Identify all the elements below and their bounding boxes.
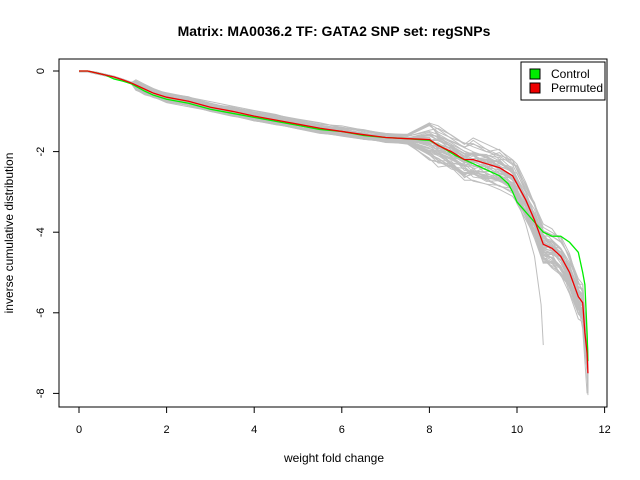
x-tick-label: 4 <box>251 424 257 436</box>
permutation-line <box>78 70 589 379</box>
x-axis-label: weight fold change <box>283 451 384 465</box>
y-tick-label: -4 <box>35 227 47 237</box>
y-tick-label: 0 <box>35 68 47 74</box>
permutation-line <box>78 70 589 392</box>
permutation-line <box>78 70 589 387</box>
permutation-line <box>79 70 589 372</box>
x-tick-label: 12 <box>598 424 610 436</box>
y-tick-label: -6 <box>35 308 47 318</box>
permutation-line <box>79 70 589 358</box>
permutation-line <box>78 71 589 389</box>
permutation-line <box>78 70 589 373</box>
permutation-line <box>78 71 589 387</box>
legend-label: Permuted <box>551 81 603 95</box>
permutation-line <box>78 70 589 377</box>
y-axis: 0 -2 -4 -6 -8 <box>35 68 60 399</box>
permutation-line <box>79 70 589 367</box>
permutation-line <box>78 70 589 371</box>
permutation-line <box>78 70 589 382</box>
permutation-line <box>79 70 589 353</box>
permutation-line <box>78 70 589 371</box>
plot-frame <box>58 58 608 408</box>
permutation-line <box>516 199 544 346</box>
permutation-line <box>79 70 589 367</box>
series-line-permuted <box>79 70 589 374</box>
permutation-line <box>79 70 589 372</box>
permutation-line <box>79 70 589 371</box>
legend-label: Control <box>551 67 590 81</box>
y-tick-label: -8 <box>35 389 47 399</box>
permutation-line <box>78 71 589 396</box>
permutation-line <box>79 70 589 371</box>
permutation-line <box>78 70 589 382</box>
y-tick-label: -2 <box>35 147 47 157</box>
permutation-line <box>79 70 589 358</box>
permutation-line <box>79 70 589 363</box>
x-tick-label: 10 <box>511 424 523 436</box>
permutation-line <box>78 70 589 371</box>
permutation-line <box>78 70 589 385</box>
y-axis-label: inverse cumulative distribution <box>2 153 16 314</box>
series-line-control <box>79 70 589 362</box>
permutation-line <box>78 70 589 379</box>
permutation-line <box>78 70 589 377</box>
permutation-line <box>79 70 589 368</box>
permutation-lines <box>78 70 589 396</box>
permutation-line <box>79 70 589 365</box>
permutation-line <box>78 70 589 383</box>
permutation-line <box>78 70 589 378</box>
x-tick-label: 8 <box>426 424 432 436</box>
chart-title: Matrix: MA0036.2 TF: GATA2 SNP set: regS… <box>178 23 491 39</box>
permutation-line <box>78 70 589 384</box>
permutation-line <box>78 70 589 384</box>
x-axis: 0 2 4 6 8 10 12 <box>76 406 611 436</box>
permutation-line <box>78 70 589 382</box>
permutation-line <box>78 71 589 388</box>
permutation-line <box>577 304 588 394</box>
permutation-line <box>78 70 589 369</box>
permutation-line <box>78 70 589 373</box>
permutation-line <box>78 71 589 393</box>
permutation-line <box>79 70 589 365</box>
permutation-line <box>79 70 589 372</box>
legend-box <box>520 61 606 101</box>
x-tick-label: 6 <box>339 424 345 436</box>
permutation-line <box>78 70 589 371</box>
legend-swatch <box>529 68 541 80</box>
permutation-line <box>79 70 589 364</box>
permutation-line <box>79 70 589 358</box>
legend-swatch <box>529 82 541 94</box>
permutation-line <box>78 70 589 376</box>
permutation-line <box>78 71 589 392</box>
x-tick-label: 2 <box>164 424 170 436</box>
permutation-line <box>78 70 589 390</box>
series-lines <box>79 70 589 374</box>
x-tick-label: 0 <box>76 424 82 436</box>
